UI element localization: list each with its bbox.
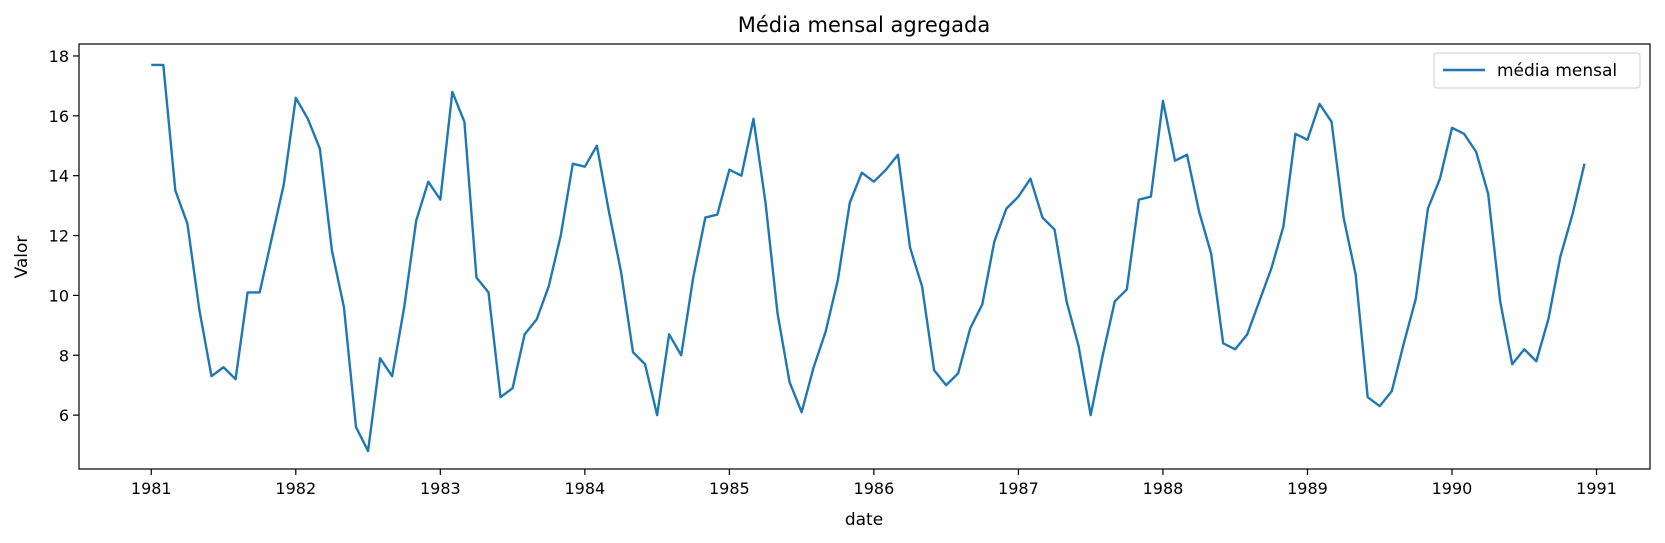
- y-tick-label: 18: [49, 47, 69, 66]
- plot-area: [78, 43, 1651, 470]
- x-tick-label: 1988: [1143, 479, 1184, 498]
- y-axis: 6 8 10 12 14 16 18: [49, 47, 79, 425]
- x-tick-label: 1983: [420, 479, 461, 498]
- x-tick-label: 1986: [854, 479, 895, 498]
- series-layer: [151, 63, 1586, 453]
- plot-frame: [78, 43, 1651, 470]
- chart-title: Média mensal agregada: [738, 13, 990, 37]
- y-tick-label: 10: [49, 286, 69, 305]
- x-tick-label: 1990: [1432, 479, 1473, 498]
- x-axis-label: date: [845, 510, 883, 530]
- x-tick-label: 1984: [564, 479, 605, 498]
- legend-frame: [1433, 52, 1641, 89]
- x-tick-label: 1989: [1287, 479, 1328, 498]
- legend: média mensal: [1433, 52, 1641, 89]
- y-tick-label: 14: [49, 167, 69, 186]
- x-tick-label: 1985: [709, 479, 750, 498]
- x-tick-label: 1991: [1576, 479, 1617, 498]
- x-tick-label: 1982: [275, 479, 316, 498]
- y-tick-label: 8: [59, 346, 69, 365]
- series-line: [151, 63, 1586, 453]
- x-tick-label: 1981: [131, 479, 172, 498]
- y-tick-label: 6: [59, 406, 69, 425]
- y-tick-label: 12: [49, 227, 69, 246]
- y-axis-label: Valor: [12, 236, 32, 279]
- x-tick-label: 1987: [998, 479, 1039, 498]
- x-axis: 1981 1982 1983 1984 1985 1986 1987 1988 1989 1990…: [131, 469, 1617, 498]
- legend-label: média mensal: [1497, 61, 1617, 81]
- y-tick-label: 16: [49, 107, 69, 126]
